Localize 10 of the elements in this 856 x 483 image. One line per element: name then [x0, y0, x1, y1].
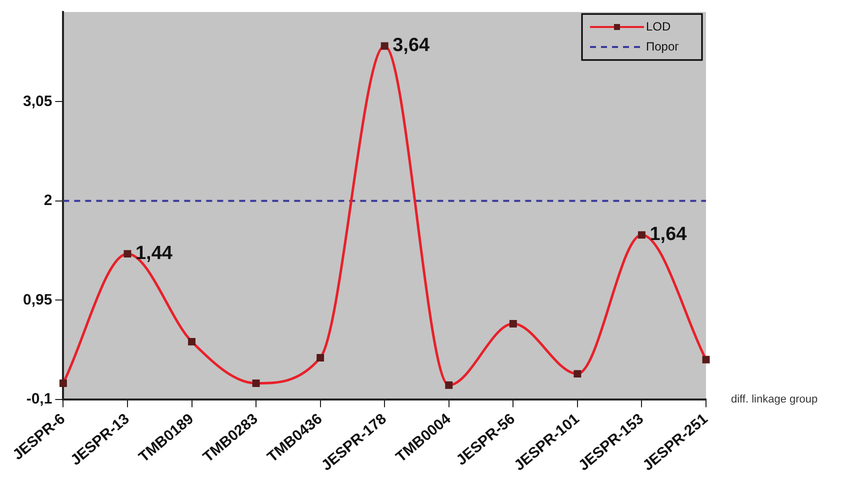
- x-axis-title: diff. linkage group: [731, 393, 818, 406]
- y-tick-label: 3,05: [22, 92, 52, 110]
- y-tick-label: 2: [44, 192, 52, 210]
- y-tick-label: -0,1: [26, 390, 52, 408]
- data-label: 1,64: [650, 224, 688, 246]
- legend-label: Порог: [646, 39, 680, 54]
- data-label: 1,44: [135, 243, 173, 264]
- legend-label: LOD: [646, 19, 672, 34]
- y-tick-label: 0,95: [22, 291, 52, 308]
- data-label: 3,64: [392, 35, 430, 56]
